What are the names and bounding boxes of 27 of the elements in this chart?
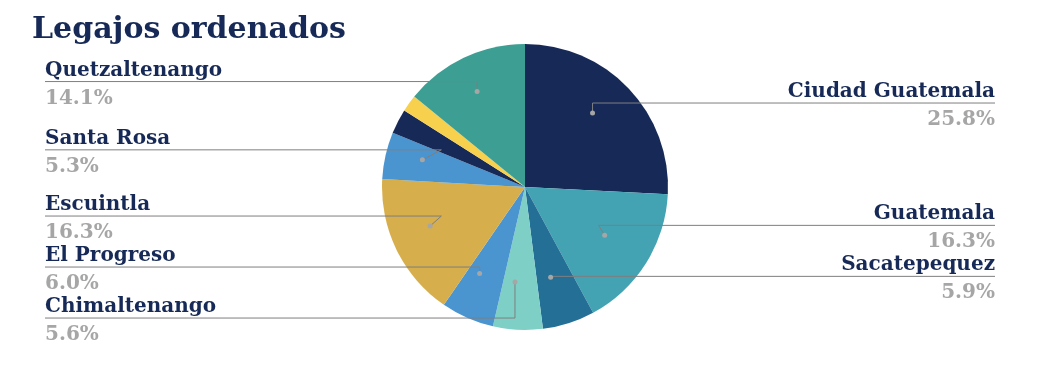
- data-label: 14.1%: [45, 84, 113, 109]
- slice-label: Santa Rosa: [45, 124, 171, 149]
- data-label: 16.3%: [45, 219, 113, 244]
- pie-slice: [492, 187, 543, 330]
- slice-label: El Progreso: [45, 242, 176, 267]
- chart-title: Legajos ordenados: [32, 10, 346, 45]
- slice-label: Chimaltenango: [45, 293, 217, 318]
- slice-label: Quetzaltenango: [45, 56, 223, 81]
- slice-label: Ciudad Guatemala: [787, 78, 996, 103]
- pie-slice: [382, 132, 525, 187]
- slice-label: Escuintla: [45, 191, 151, 216]
- data-label: 25.8%: [927, 106, 995, 131]
- pie-slice: [443, 187, 525, 327]
- pie-slice: [525, 187, 594, 329]
- pie-slice: [414, 44, 525, 187]
- data-label: 5.9%: [941, 279, 995, 304]
- pie-slice: [525, 44, 668, 195]
- pie-slice: [525, 187, 668, 313]
- slice-label: Guatemala: [873, 200, 996, 225]
- pie-slice: [404, 96, 525, 187]
- data-label: 16.3%: [927, 228, 995, 253]
- data-label: 5.6%: [45, 321, 99, 346]
- pie-slice: [392, 110, 525, 187]
- pie-slice: [382, 178, 525, 305]
- data-label: 6.0%: [45, 270, 99, 295]
- slice-label: Sacatepequez: [841, 251, 995, 276]
- data-label: 5.3%: [45, 152, 99, 177]
